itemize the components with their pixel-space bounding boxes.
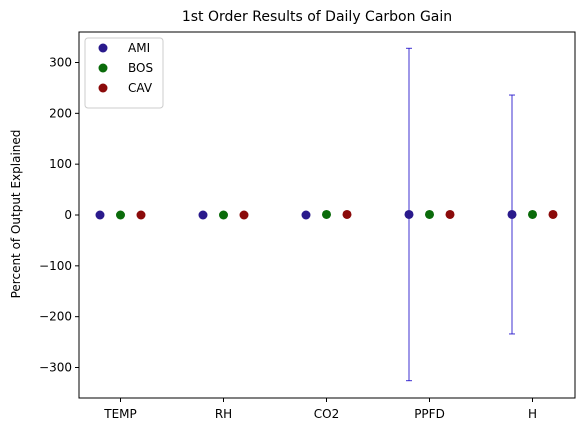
chart-title: 1st Order Results of Daily Carbon Gain: [182, 9, 452, 25]
y-tick-label: 100: [49, 157, 72, 171]
x-tick-label: PPFD: [414, 407, 445, 421]
y-tick-label: 200: [49, 106, 72, 120]
legend-marker: [98, 63, 108, 73]
data-point-ami: [507, 209, 517, 219]
data-point-bos: [322, 209, 331, 219]
legend-label: CAV: [128, 81, 153, 95]
data-point-cav: [445, 209, 455, 219]
legend-marker: [98, 83, 108, 93]
y-axis-label: Percent of Output Explained: [9, 130, 23, 299]
data-point-cav: [342, 209, 352, 219]
data-point-bos: [528, 209, 537, 219]
legend-label: BOS: [128, 61, 153, 75]
x-tick-label: CO2: [314, 407, 339, 421]
data-point-bos: [116, 210, 125, 220]
data-point-ami: [404, 209, 414, 219]
data-point-cav: [136, 210, 146, 220]
legend-marker: [98, 43, 108, 53]
data-point-ami: [198, 210, 208, 220]
x-tick-label: H: [528, 407, 537, 421]
y-tick-label: −200: [39, 310, 72, 324]
data-point-bos: [219, 210, 228, 220]
x-tick-label: TEMP: [103, 407, 137, 421]
plot-area: [95, 47, 558, 382]
data-point-bos: [425, 209, 434, 219]
y-tick-label: 300: [49, 56, 72, 70]
data-point-cav: [239, 210, 249, 220]
y-tick-label: −100: [39, 259, 72, 273]
data-point-ami: [95, 210, 105, 220]
y-tick-label: 0: [64, 208, 72, 222]
legend-label: AMI: [128, 41, 150, 55]
data-point-cav: [548, 209, 558, 219]
legend: AMI BOS CAV: [84, 37, 164, 109]
x-tick-label: RH: [215, 407, 232, 421]
y-tick-label: −300: [39, 361, 72, 375]
data-point-ami: [301, 210, 311, 220]
